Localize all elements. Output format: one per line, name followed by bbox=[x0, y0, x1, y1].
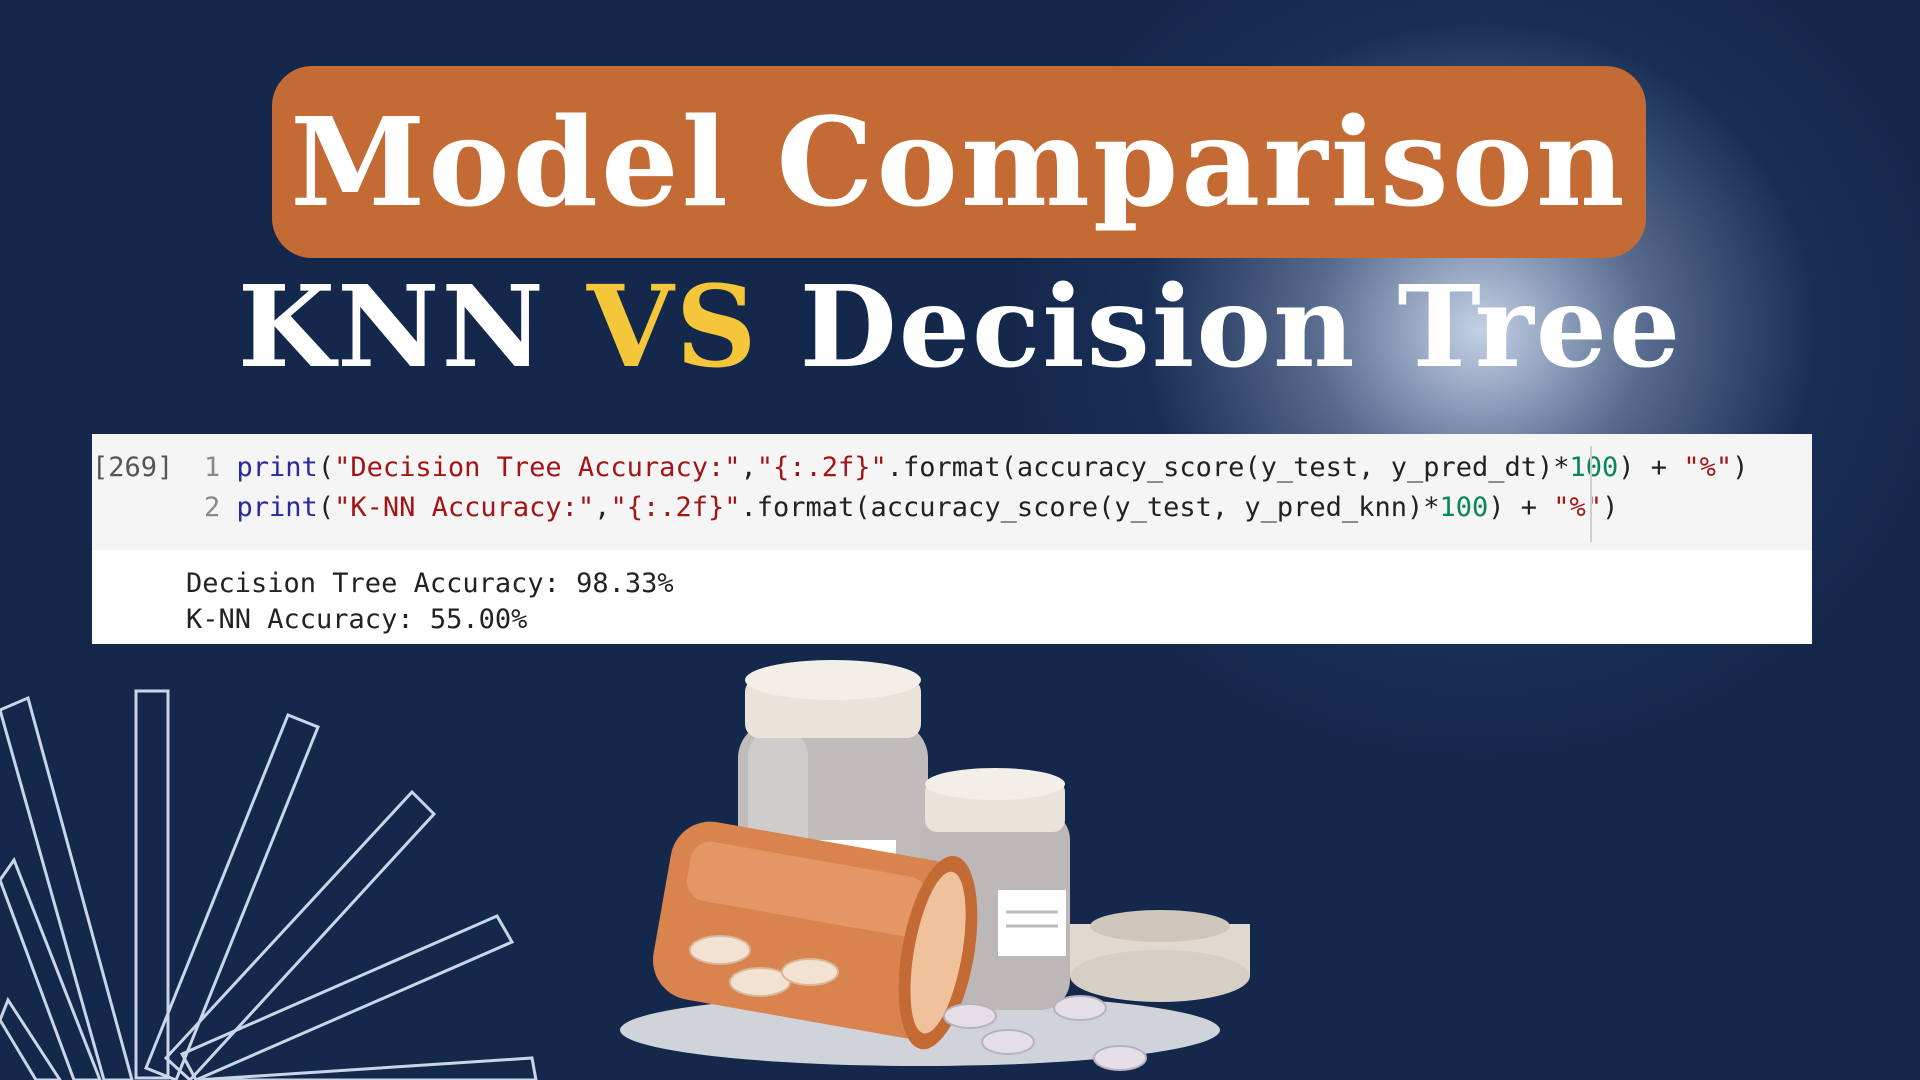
pills-floor bbox=[943, 995, 1147, 1071]
ray bbox=[0, 856, 102, 1080]
text-cursor bbox=[1590, 446, 1592, 542]
code-token-close: ) bbox=[1602, 492, 1619, 523]
execution-count: [269] bbox=[92, 452, 174, 483]
code-token-format-string: "{:.2f}" bbox=[756, 452, 887, 483]
code-token-func: print bbox=[236, 452, 318, 483]
code-token-call: .format(accuracy_score(y_test, y_pred_kn… bbox=[740, 492, 1440, 523]
ray bbox=[0, 695, 134, 1080]
ray bbox=[195, 1056, 538, 1080]
code-token-format-string: "{:.2f}" bbox=[610, 492, 741, 523]
pills bbox=[689, 935, 839, 997]
code-token-percent-string: "%" bbox=[1553, 492, 1603, 523]
line-number: 2 bbox=[204, 492, 221, 523]
ray bbox=[134, 689, 170, 1080]
pill bbox=[781, 958, 839, 986]
code-token-tail: ) + bbox=[1488, 492, 1554, 523]
sunburst-rays-icon bbox=[0, 689, 538, 1080]
subtitle: KNN VS Decision Tree bbox=[0, 262, 1920, 393]
code-token-call: .format(accuracy_score(y_test, y_pred_dt… bbox=[886, 452, 1570, 483]
ray bbox=[179, 914, 515, 1080]
subtitle-decision-tree: Decision Tree bbox=[799, 262, 1683, 393]
output-line-2: K-NN Accuracy: 55.00% bbox=[186, 604, 528, 635]
code-token-open: ( bbox=[317, 452, 335, 483]
code-token-open: ( bbox=[317, 492, 335, 523]
code-token-func: print bbox=[236, 492, 318, 523]
bottle-lid bbox=[1070, 910, 1250, 1002]
code-cell: [269] 1 print("Decision Tree Accuracy:",… bbox=[92, 434, 1812, 644]
pill bbox=[943, 1003, 997, 1029]
ray bbox=[163, 789, 437, 1080]
subtitle-vs: VS bbox=[586, 262, 759, 393]
code-token-close: ) bbox=[1732, 452, 1749, 483]
pill-bottles-icon bbox=[620, 660, 1250, 1071]
pill bbox=[1093, 1045, 1147, 1071]
code-input-area[interactable]: [269] 1 print("Decision Tree Accuracy:",… bbox=[92, 434, 1812, 550]
pill bbox=[689, 935, 751, 965]
code-token-sep: , bbox=[594, 492, 611, 523]
title-banner: Model Comparison bbox=[272, 66, 1646, 258]
code-line-1: 1 print("Decision Tree Accuracy:","{:.2f… bbox=[204, 452, 1748, 483]
ray bbox=[144, 713, 320, 1080]
pill bbox=[1053, 995, 1107, 1021]
code-line-2: 2 print("K-NN Accuracy:","{:.2f}".format… bbox=[204, 492, 1618, 523]
subtitle-knn: KNN bbox=[237, 262, 546, 393]
code-token-string: "Decision Tree Accuracy:" bbox=[334, 452, 741, 483]
pill bbox=[981, 1029, 1035, 1055]
page-title: Model Comparison bbox=[290, 90, 1628, 234]
output-line-1: Decision Tree Accuracy: 98.33% bbox=[186, 568, 674, 599]
code-token-sep: , bbox=[740, 452, 757, 483]
code-token-string: "K-NN Accuracy:" bbox=[334, 492, 595, 523]
pill bbox=[729, 967, 791, 997]
code-token-number: 100 bbox=[1569, 452, 1619, 483]
code-token-tail: ) + bbox=[1618, 452, 1684, 483]
code-token-number: 100 bbox=[1439, 492, 1489, 523]
line-number: 1 bbox=[204, 452, 221, 483]
ray bbox=[0, 996, 62, 1080]
code-token-percent-string: "%" bbox=[1683, 452, 1733, 483]
